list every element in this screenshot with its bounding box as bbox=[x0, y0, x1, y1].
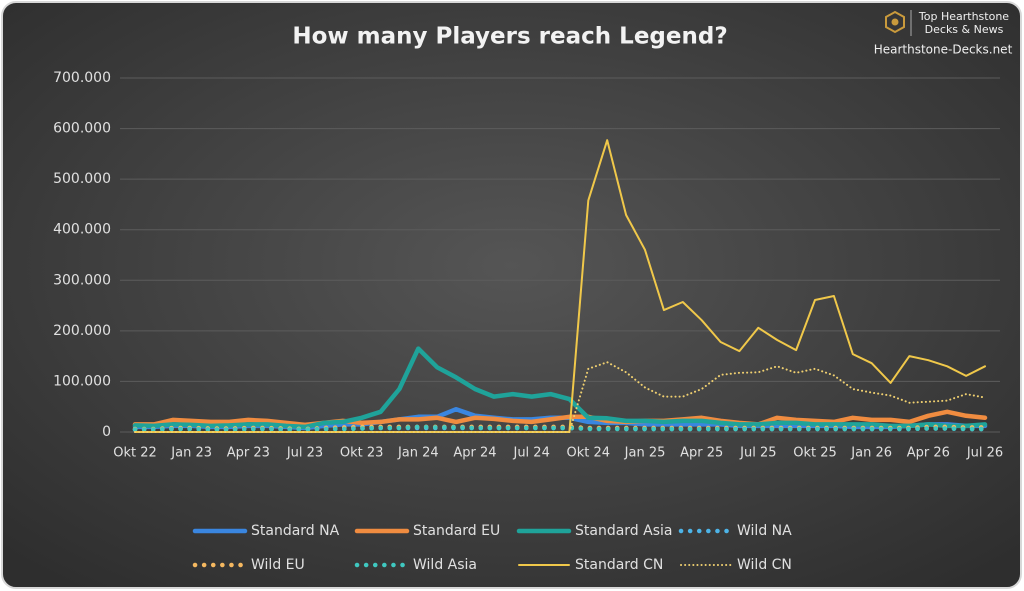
x-tick-label: Jul 23 bbox=[286, 446, 323, 461]
y-tick-label: 300.000 bbox=[53, 272, 111, 288]
x-tick-label: Okt 25 bbox=[793, 446, 837, 461]
y-tick-label: 400.000 bbox=[53, 222, 111, 238]
logo-dot bbox=[891, 18, 899, 26]
x-tick-label: Okt 24 bbox=[567, 446, 611, 461]
y-tick-label: 200.000 bbox=[53, 323, 111, 339]
x-tick-label: Apr 23 bbox=[227, 446, 270, 461]
x-tick-label: Jul 25 bbox=[739, 446, 776, 461]
x-tick-label: Jan 25 bbox=[624, 446, 666, 461]
legend-item: Wild CN bbox=[680, 557, 792, 573]
legend-label: Standard Asia bbox=[575, 523, 672, 539]
legend-item: Wild EU bbox=[192, 557, 305, 573]
legend-label: Wild Asia bbox=[413, 557, 477, 573]
series-line bbox=[132, 424, 988, 432]
y-tick-label: 100.000 bbox=[53, 373, 111, 389]
legend-label: Standard CN bbox=[575, 557, 663, 573]
legend-item: Standard Asia bbox=[516, 523, 672, 539]
y-tick-label: 600.000 bbox=[53, 121, 111, 137]
series-line bbox=[132, 409, 988, 428]
x-tick-label: Jan 23 bbox=[170, 446, 212, 461]
y-tick-label: 0 bbox=[102, 424, 111, 440]
series-line bbox=[134, 139, 986, 433]
x-tick-label: Apr 25 bbox=[680, 446, 723, 461]
x-tick-label: Okt 22 bbox=[113, 446, 157, 461]
legend-label: Wild NA bbox=[737, 523, 792, 539]
legend-label: Wild CN bbox=[737, 557, 792, 573]
y-tick-label: 500.000 bbox=[53, 171, 111, 187]
x-tick-label: Apr 24 bbox=[453, 446, 496, 461]
chart-title: How many Players reach Legend? bbox=[292, 24, 727, 50]
series-line bbox=[134, 361, 986, 433]
legend-item: Standard NA bbox=[192, 523, 340, 539]
brand-line: Top Hearthstone bbox=[918, 10, 1009, 23]
x-tick-label: Jan 24 bbox=[397, 446, 439, 461]
x-tick-label: Apr 26 bbox=[907, 446, 950, 461]
brand-line: Decks & News bbox=[925, 23, 1004, 36]
brand-site: Hearthstone-Decks.net bbox=[874, 43, 1013, 57]
x-tick-label: Jul 26 bbox=[966, 446, 1003, 461]
legend-label: Standard NA bbox=[251, 523, 340, 539]
legend-item: Wild NA bbox=[678, 523, 792, 539]
branding: Top Hearthstone Decks & News Hearthstone… bbox=[874, 10, 1013, 57]
logo-icon bbox=[885, 10, 905, 34]
legend-item: Standard EU bbox=[354, 523, 500, 539]
legend-label: Standard EU bbox=[413, 523, 500, 539]
legend-label: Wild EU bbox=[251, 557, 305, 573]
x-tick-label: Jul 24 bbox=[512, 446, 549, 461]
y-tick-label: 700.000 bbox=[53, 70, 111, 86]
legend-item: Standard CN bbox=[518, 557, 663, 573]
legend-item: Wild Asia bbox=[354, 557, 477, 573]
x-tick-label: Okt 23 bbox=[340, 446, 384, 461]
series-line bbox=[132, 346, 988, 430]
x-tick-label: Jan 26 bbox=[850, 446, 892, 461]
